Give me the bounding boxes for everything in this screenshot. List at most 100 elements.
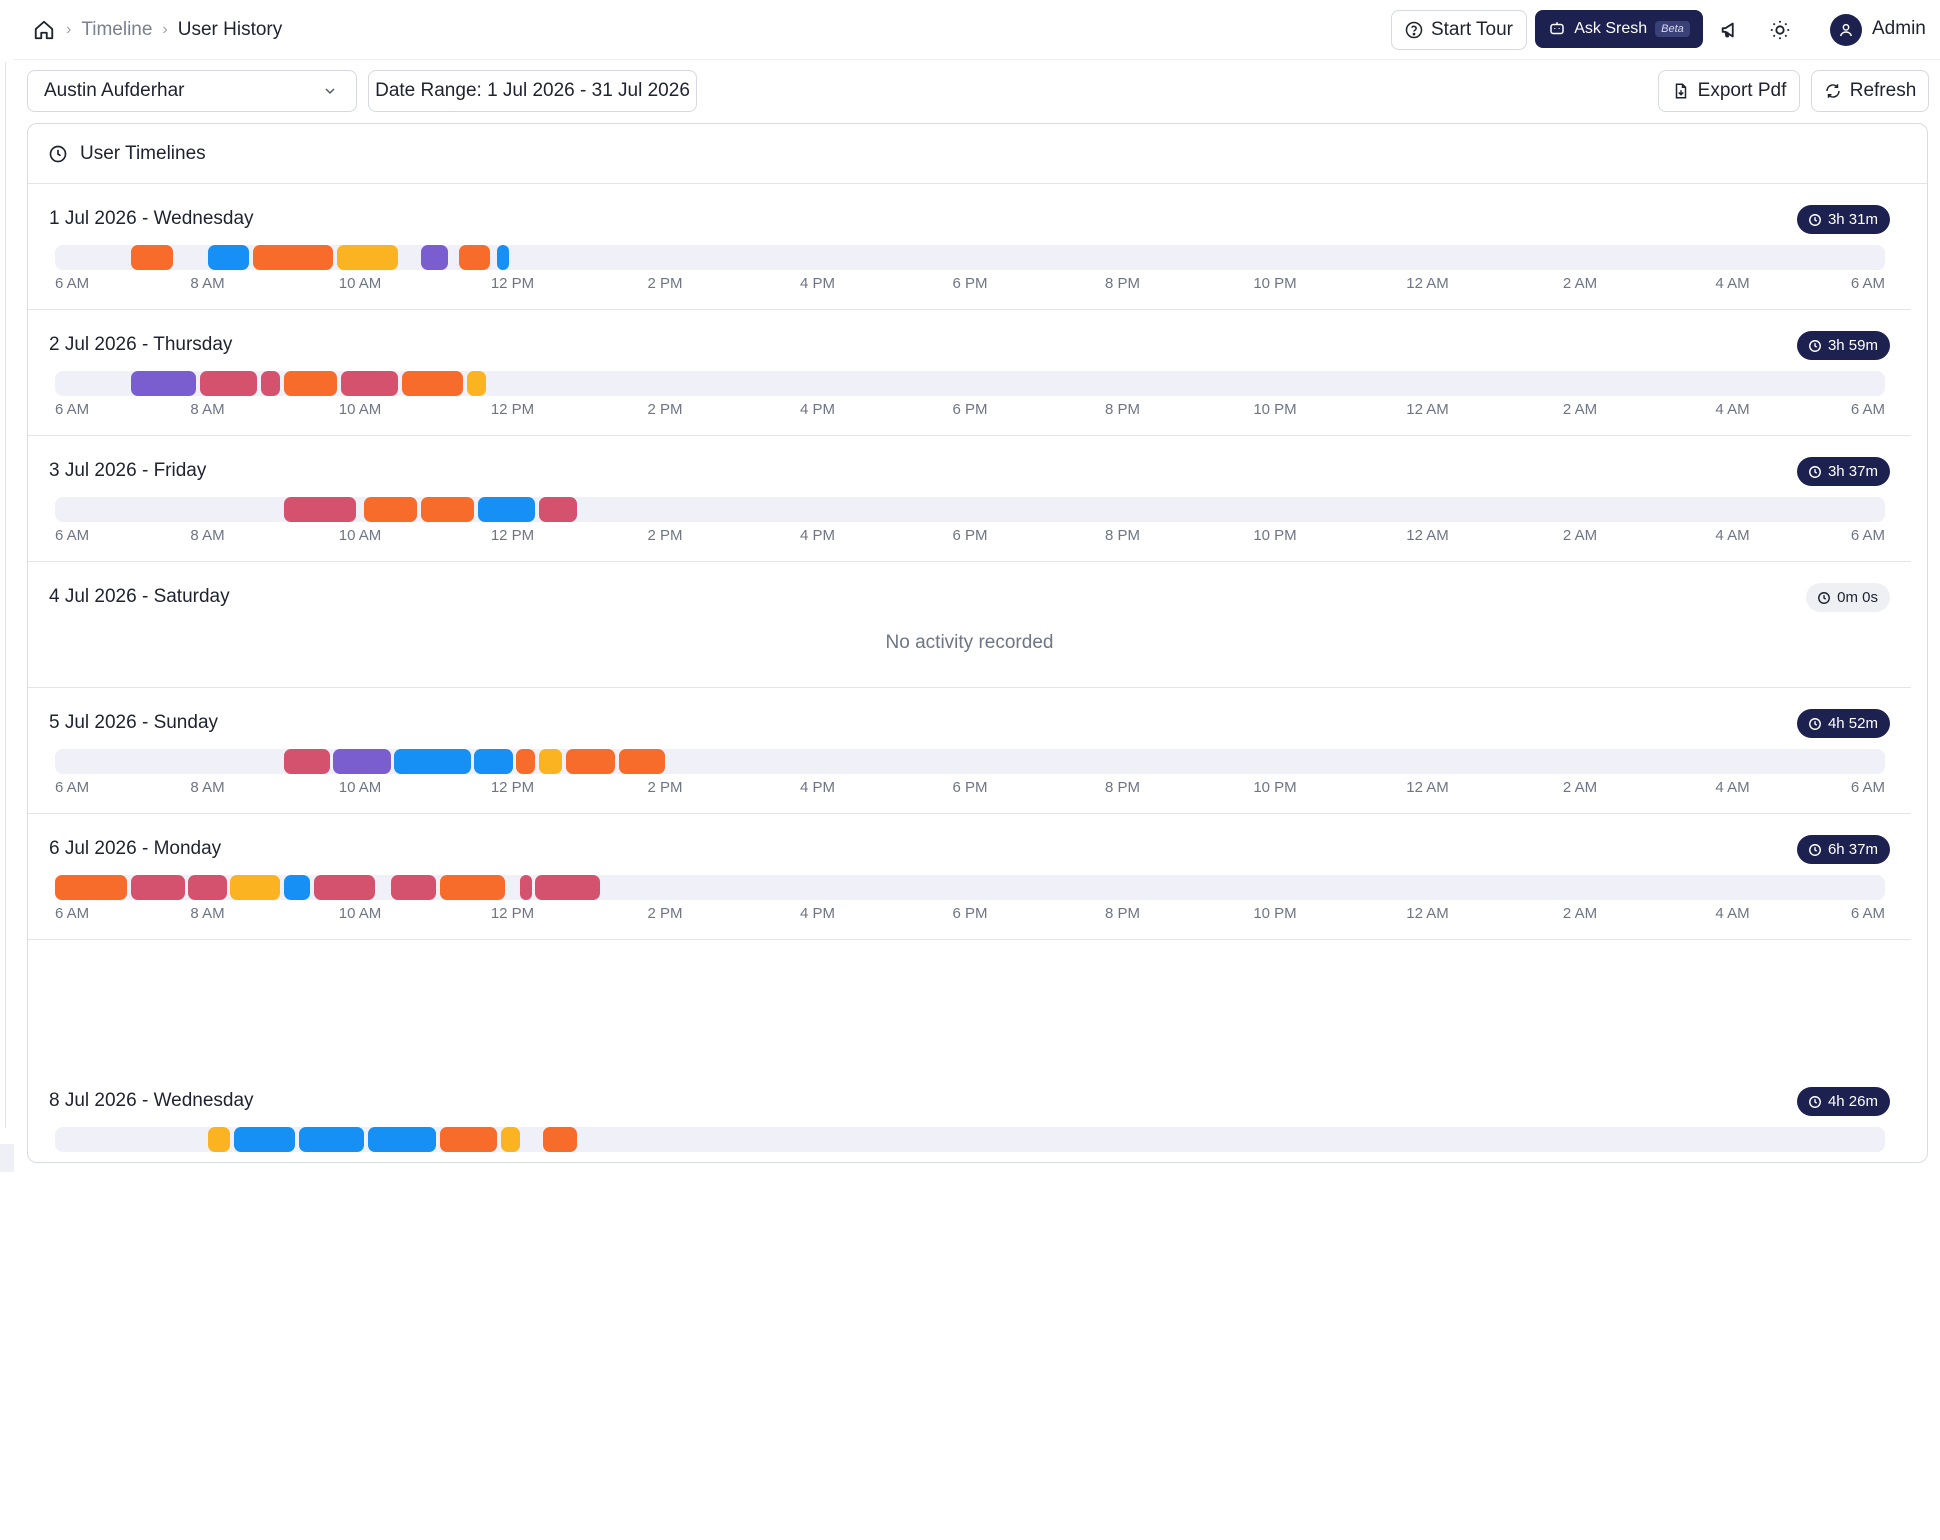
time-tick-label: 6 AM: [55, 905, 90, 922]
time-tick-label: 8 AM: [190, 527, 225, 544]
activity-segment[interactable]: [283, 497, 357, 522]
refresh-label: Refresh: [1849, 80, 1917, 101]
time-tick-label: 2 AM: [1562, 905, 1598, 922]
time-tick-label: 6 AM: [1850, 905, 1885, 922]
activity-segment[interactable]: [421, 497, 475, 522]
time-tick-label: 8 AM: [190, 779, 225, 796]
date-range-picker[interactable]: Date Range: 1 Jul 2026 - 31 Jul 2026: [368, 70, 697, 112]
activity-segment[interactable]: [440, 875, 505, 900]
day-row: 2 Jul 2026 - Thursday 3h 59m 6 AM 8 AM 10 AM…: [28, 310, 1911, 436]
breadcrumb-current: User History: [177, 19, 283, 40]
day-title: 5 Jul 2026 - Sunday: [49, 712, 219, 733]
activity-segment[interactable]: [459, 245, 490, 270]
refresh-button[interactable]: Refresh: [1811, 70, 1929, 112]
activity-segment[interactable]: [619, 749, 665, 774]
time-tick-label: 10 AM: [338, 275, 382, 292]
activity-segment[interactable]: [440, 1127, 498, 1152]
activity-segment[interactable]: [283, 371, 338, 396]
avatar[interactable]: [1830, 14, 1862, 46]
sidebar-stub: [0, 1144, 14, 1172]
theme-toggle-icon[interactable]: [1762, 12, 1798, 48]
activity-segment[interactable]: [253, 245, 334, 270]
time-tick-label: 12 PM: [490, 275, 535, 292]
activity-segment[interactable]: [131, 371, 197, 396]
export-pdf-button[interactable]: Export Pdf: [1658, 70, 1800, 112]
activity-segment[interactable]: [207, 1127, 231, 1152]
date-range-label: Date Range: 1 Jul 2026 - 31 Jul 2026: [375, 80, 690, 101]
activity-segment[interactable]: [131, 245, 174, 270]
chat-bot-icon: [1550, 22, 1564, 35]
ask-sresh-label: Ask Sresh: [1574, 20, 1648, 37]
activity-segment[interactable]: [314, 875, 376, 900]
activity-segment[interactable]: [55, 875, 128, 900]
activity-segment[interactable]: [188, 875, 227, 900]
time-tick-label: 12 PM: [490, 527, 535, 544]
breadcrumb: › Timeline › User History: [32, 16, 282, 44]
help-circle-icon: [1405, 21, 1423, 39]
activity-segment[interactable]: [497, 245, 509, 270]
activity-segment[interactable]: [501, 1127, 521, 1152]
ask-sresh-button[interactable]: Ask Sresh Beta: [1535, 10, 1703, 48]
time-tick-label: 4 PM: [799, 779, 836, 796]
time-tick-label: 8 AM: [190, 275, 225, 292]
activity-segment[interactable]: [478, 497, 536, 522]
activity-segment[interactable]: [234, 1127, 296, 1152]
activity-segment[interactable]: [230, 875, 280, 900]
time-tick-label: 10 AM: [338, 779, 382, 796]
day-title: 6 Jul 2026 - Monday: [49, 838, 222, 859]
activity-segment[interactable]: [474, 749, 513, 774]
duration-label: 3h 59m: [1827, 337, 1878, 354]
user-name[interactable]: Admin: [1872, 18, 1926, 39]
activity-segment[interactable]: [207, 245, 250, 270]
activity-segment[interactable]: [543, 1127, 578, 1152]
activity-segment[interactable]: [333, 749, 391, 774]
time-tick-label: 2 PM: [647, 779, 683, 796]
activity-segment[interactable]: [260, 371, 280, 396]
activity-segment[interactable]: [337, 245, 399, 270]
day-title: 2 Jul 2026 - Thursday: [49, 334, 233, 355]
duration-badge: 3h 59m: [1796, 331, 1890, 360]
day-row: 8 Jul 2026 - Wednesday 4h 26m: [28, 1066, 1911, 1162]
activity-segment[interactable]: [283, 749, 330, 774]
duration-label: 4h 52m: [1827, 715, 1878, 732]
timeline-track: [55, 371, 1885, 396]
start-tour-button[interactable]: Start Tour: [1391, 10, 1527, 50]
day-row: 6 Jul 2026 - Monday 6h 37m 6 AM 8 AM 10 AM 12…: [28, 814, 1911, 940]
day-row: 4 Jul 2026 - Saturday 0m 0s No activity re…: [28, 562, 1911, 688]
activity-segment[interactable]: [401, 371, 463, 396]
clock-icon: [1817, 591, 1831, 605]
activity-segment[interactable]: [565, 749, 616, 774]
time-tick-label: 6 AM: [1850, 779, 1885, 796]
activity-segment[interactable]: [421, 245, 448, 270]
activity-segment[interactable]: [539, 749, 563, 774]
user-select[interactable]: Austin Aufderhar: [27, 70, 357, 112]
activity-segment[interactable]: [199, 371, 258, 396]
activity-segment[interactable]: [340, 371, 399, 396]
day-row: 1 Jul 2026 - Wednesday 3h 31m 6 AM 8 AM 10 A…: [28, 184, 1911, 310]
activity-segment[interactable]: [394, 749, 471, 774]
activity-segment[interactable]: [520, 875, 532, 900]
activity-segment[interactable]: [535, 875, 601, 900]
activity-segment[interactable]: [466, 371, 486, 396]
duration-label: 6h 37m: [1827, 841, 1878, 858]
activity-segment[interactable]: [367, 1127, 437, 1152]
clock-icon: [1808, 843, 1822, 857]
activity-segment[interactable]: [283, 875, 311, 900]
duration-label: 0m 0s: [1837, 589, 1878, 606]
breadcrumb-timeline[interactable]: Timeline: [81, 19, 153, 40]
activity-segment[interactable]: [516, 749, 536, 774]
time-tick-label: 12 AM: [1406, 779, 1449, 796]
activity-segment[interactable]: [131, 875, 185, 900]
time-tick-label: 6 AM: [55, 779, 90, 796]
activity-segment[interactable]: [363, 497, 418, 522]
home-icon[interactable]: [32, 18, 56, 42]
time-tick-label: 6 PM: [952, 527, 988, 544]
time-tick-label: 8 PM: [1104, 527, 1141, 544]
time-tick-label: 8 PM: [1104, 401, 1141, 418]
activity-segment[interactable]: [299, 1127, 364, 1152]
announcement-icon[interactable]: [1712, 12, 1748, 48]
day-row: 5 Jul 2026 - Sunday 4h 52m 6 AM 8 AM 10 AM 12…: [28, 688, 1911, 814]
activity-segment[interactable]: [539, 497, 578, 522]
activity-segment[interactable]: [390, 875, 437, 900]
time-tick-label: 8 PM: [1104, 275, 1141, 292]
